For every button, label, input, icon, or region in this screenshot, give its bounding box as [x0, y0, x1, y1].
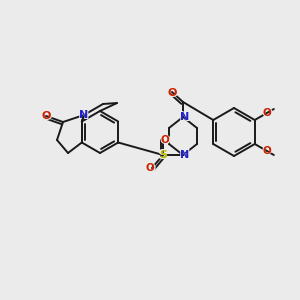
Text: O: O	[41, 111, 51, 121]
Text: O: O	[263, 109, 272, 118]
Text: S: S	[159, 150, 167, 160]
Text: O: O	[261, 144, 273, 157]
Text: N: N	[80, 110, 88, 120]
Text: O: O	[263, 146, 272, 155]
Text: O: O	[40, 109, 52, 123]
Text: N: N	[180, 150, 190, 160]
Text: N: N	[179, 110, 191, 124]
Text: S: S	[158, 148, 168, 162]
Text: O: O	[166, 86, 178, 100]
Text: O: O	[146, 163, 154, 173]
Text: O: O	[159, 134, 171, 146]
Text: N: N	[78, 108, 90, 122]
Text: N: N	[180, 112, 190, 122]
Text: O: O	[167, 88, 177, 98]
Text: O: O	[144, 161, 156, 175]
Text: N: N	[179, 148, 191, 162]
Text: O: O	[261, 107, 273, 120]
Text: O: O	[160, 135, 169, 145]
